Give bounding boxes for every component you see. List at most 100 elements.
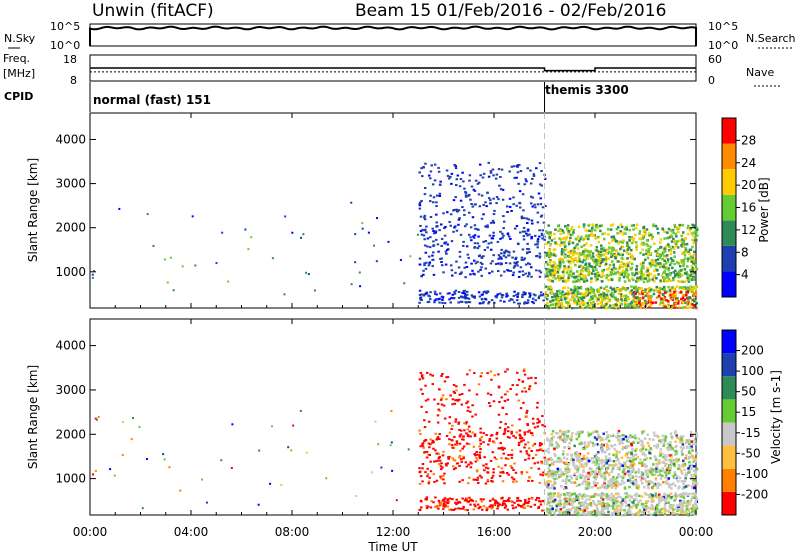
data-point	[583, 254, 586, 258]
data-point	[494, 502, 497, 505]
data-point	[615, 509, 619, 513]
data-point	[581, 474, 584, 477]
data-point	[625, 228, 629, 231]
data-point	[615, 496, 618, 500]
data-point	[530, 497, 534, 500]
data-point	[444, 463, 448, 466]
data-point	[603, 459, 606, 463]
data-point	[583, 501, 587, 505]
data-point	[649, 272, 653, 276]
data-point	[604, 255, 608, 259]
data-point	[436, 436, 440, 439]
data-point	[563, 240, 566, 244]
data-point	[291, 231, 294, 234]
data-point	[484, 298, 488, 301]
data-point	[469, 410, 472, 413]
data-point	[612, 501, 616, 505]
data-point	[508, 299, 511, 302]
data-point	[589, 303, 593, 306]
data-point	[470, 498, 473, 501]
colorbar-tick-label: 24	[741, 156, 756, 170]
data-point	[484, 466, 488, 469]
data-point	[688, 469, 691, 472]
data-point	[459, 233, 463, 236]
data-point	[658, 254, 661, 258]
data-point	[693, 271, 696, 275]
ytick-label: 1000	[55, 472, 86, 486]
data-point	[524, 498, 527, 501]
data-point	[619, 501, 623, 504]
data-point	[141, 507, 144, 510]
data-point	[439, 180, 442, 183]
data-point	[584, 480, 587, 483]
data-point	[577, 302, 581, 305]
colorbar-segment	[722, 143, 736, 170]
data-point	[500, 252, 503, 255]
data-point	[476, 182, 480, 185]
data-point	[495, 501, 499, 504]
data-point	[676, 273, 679, 276]
data-point	[457, 266, 461, 269]
data-point	[459, 272, 463, 275]
data-point	[610, 278, 614, 282]
data-point	[613, 447, 616, 451]
data-point	[605, 276, 608, 280]
data-point	[442, 450, 445, 453]
data-point	[459, 449, 462, 452]
data-point	[693, 509, 697, 512]
data-point	[436, 402, 440, 405]
data-point	[578, 483, 581, 487]
data-point	[492, 197, 495, 200]
data-point	[467, 194, 470, 197]
data-point	[690, 467, 693, 470]
data-point	[635, 492, 638, 496]
data-point	[649, 467, 653, 470]
data-point	[610, 492, 613, 496]
data-point	[620, 271, 623, 274]
data-point	[566, 268, 570, 271]
data-point	[423, 214, 427, 217]
data-point	[509, 298, 513, 301]
data-point	[592, 509, 595, 512]
data-point	[582, 223, 586, 227]
data-point	[596, 290, 600, 293]
data-point	[516, 295, 519, 298]
data-point	[549, 231, 552, 234]
data-point	[420, 167, 423, 170]
data-point	[462, 457, 465, 460]
data-point	[692, 224, 696, 227]
data-point	[533, 503, 537, 506]
data-point	[442, 478, 445, 481]
data-point	[473, 246, 476, 249]
data-point	[689, 456, 693, 459]
data-point	[560, 228, 563, 232]
data-point	[601, 507, 604, 511]
data-point	[667, 300, 670, 303]
data-point	[650, 500, 653, 503]
data-point	[600, 485, 604, 489]
data-point	[464, 508, 468, 511]
data-point	[689, 447, 692, 450]
data-point	[361, 222, 364, 225]
data-point	[426, 398, 430, 401]
data-point	[492, 400, 496, 403]
data-point	[633, 463, 636, 466]
data-point	[626, 244, 629, 247]
data-point	[690, 498, 693, 501]
data-point	[675, 513, 679, 516]
data-point	[545, 251, 548, 255]
data-point	[549, 285, 552, 288]
data-point	[590, 232, 593, 235]
data-point	[642, 265, 645, 268]
data-point	[565, 457, 569, 461]
data-point	[670, 297, 673, 301]
data-point	[582, 278, 585, 282]
data-point	[534, 206, 537, 209]
data-point	[531, 297, 535, 300]
data-point	[547, 288, 550, 291]
data-point	[626, 276, 629, 279]
data-point	[663, 297, 666, 301]
data-point	[626, 479, 630, 482]
data-point	[594, 259, 598, 263]
